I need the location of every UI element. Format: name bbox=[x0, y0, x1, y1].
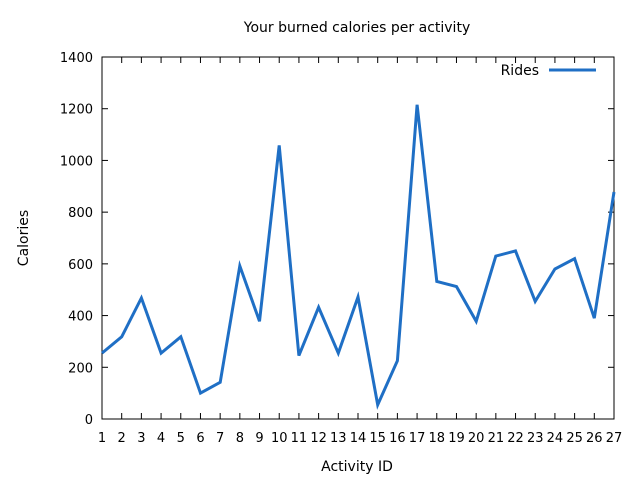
x-tick-label: 18 bbox=[428, 431, 445, 446]
x-tick-label: 6 bbox=[196, 431, 204, 446]
x-tick-label: 20 bbox=[468, 431, 485, 446]
x-tick-label: 4 bbox=[157, 431, 165, 446]
x-tick-label: 15 bbox=[369, 431, 386, 446]
y-tick-label: 800 bbox=[68, 206, 93, 221]
legend-label: Rides bbox=[501, 63, 539, 79]
x-tick-label: 16 bbox=[389, 431, 406, 446]
x-tick-label: 14 bbox=[350, 431, 367, 446]
x-tick-label: 23 bbox=[527, 431, 544, 446]
x-tick-label: 27 bbox=[606, 431, 623, 446]
x-tick-label: 5 bbox=[177, 431, 185, 446]
y-tick-label: 0 bbox=[85, 413, 93, 428]
x-tick-label: 1 bbox=[98, 431, 106, 446]
y-axis-title: Calories bbox=[16, 210, 32, 266]
x-tick-label: 3 bbox=[137, 431, 145, 446]
series-line-rides bbox=[101, 104, 616, 410]
y-tick-label: 1200 bbox=[60, 103, 93, 118]
chart-title: Your burned calories per activity bbox=[243, 20, 470, 36]
x-tick-label: 24 bbox=[547, 431, 564, 446]
x-tick-label: 7 bbox=[216, 431, 224, 446]
y-tick-label: 600 bbox=[68, 258, 93, 273]
x-axis-title: Activity ID bbox=[321, 459, 393, 475]
x-tick-label: 22 bbox=[507, 431, 524, 446]
y-tick-label: 1000 bbox=[60, 154, 93, 169]
x-tick-label: 13 bbox=[330, 431, 347, 446]
y-tick-label: 200 bbox=[68, 361, 93, 376]
x-tick-label: 12 bbox=[310, 431, 327, 446]
x-tick-label: 25 bbox=[566, 431, 583, 446]
x-tick-label: 26 bbox=[586, 431, 603, 446]
x-tick-label: 17 bbox=[409, 431, 426, 446]
x-tick-label: 19 bbox=[448, 431, 465, 446]
x-tick-label: 2 bbox=[118, 431, 126, 446]
plot-frame bbox=[101, 56, 615, 420]
y-tick-label: 400 bbox=[68, 310, 93, 325]
x-tick-label: 11 bbox=[291, 431, 308, 446]
y-tick-label: 1400 bbox=[60, 51, 93, 66]
x-tick-label: 10 bbox=[271, 431, 288, 446]
x-tick-label: 9 bbox=[255, 431, 263, 446]
x-tick-label: 21 bbox=[488, 431, 505, 446]
x-tick-label: 8 bbox=[236, 431, 244, 446]
